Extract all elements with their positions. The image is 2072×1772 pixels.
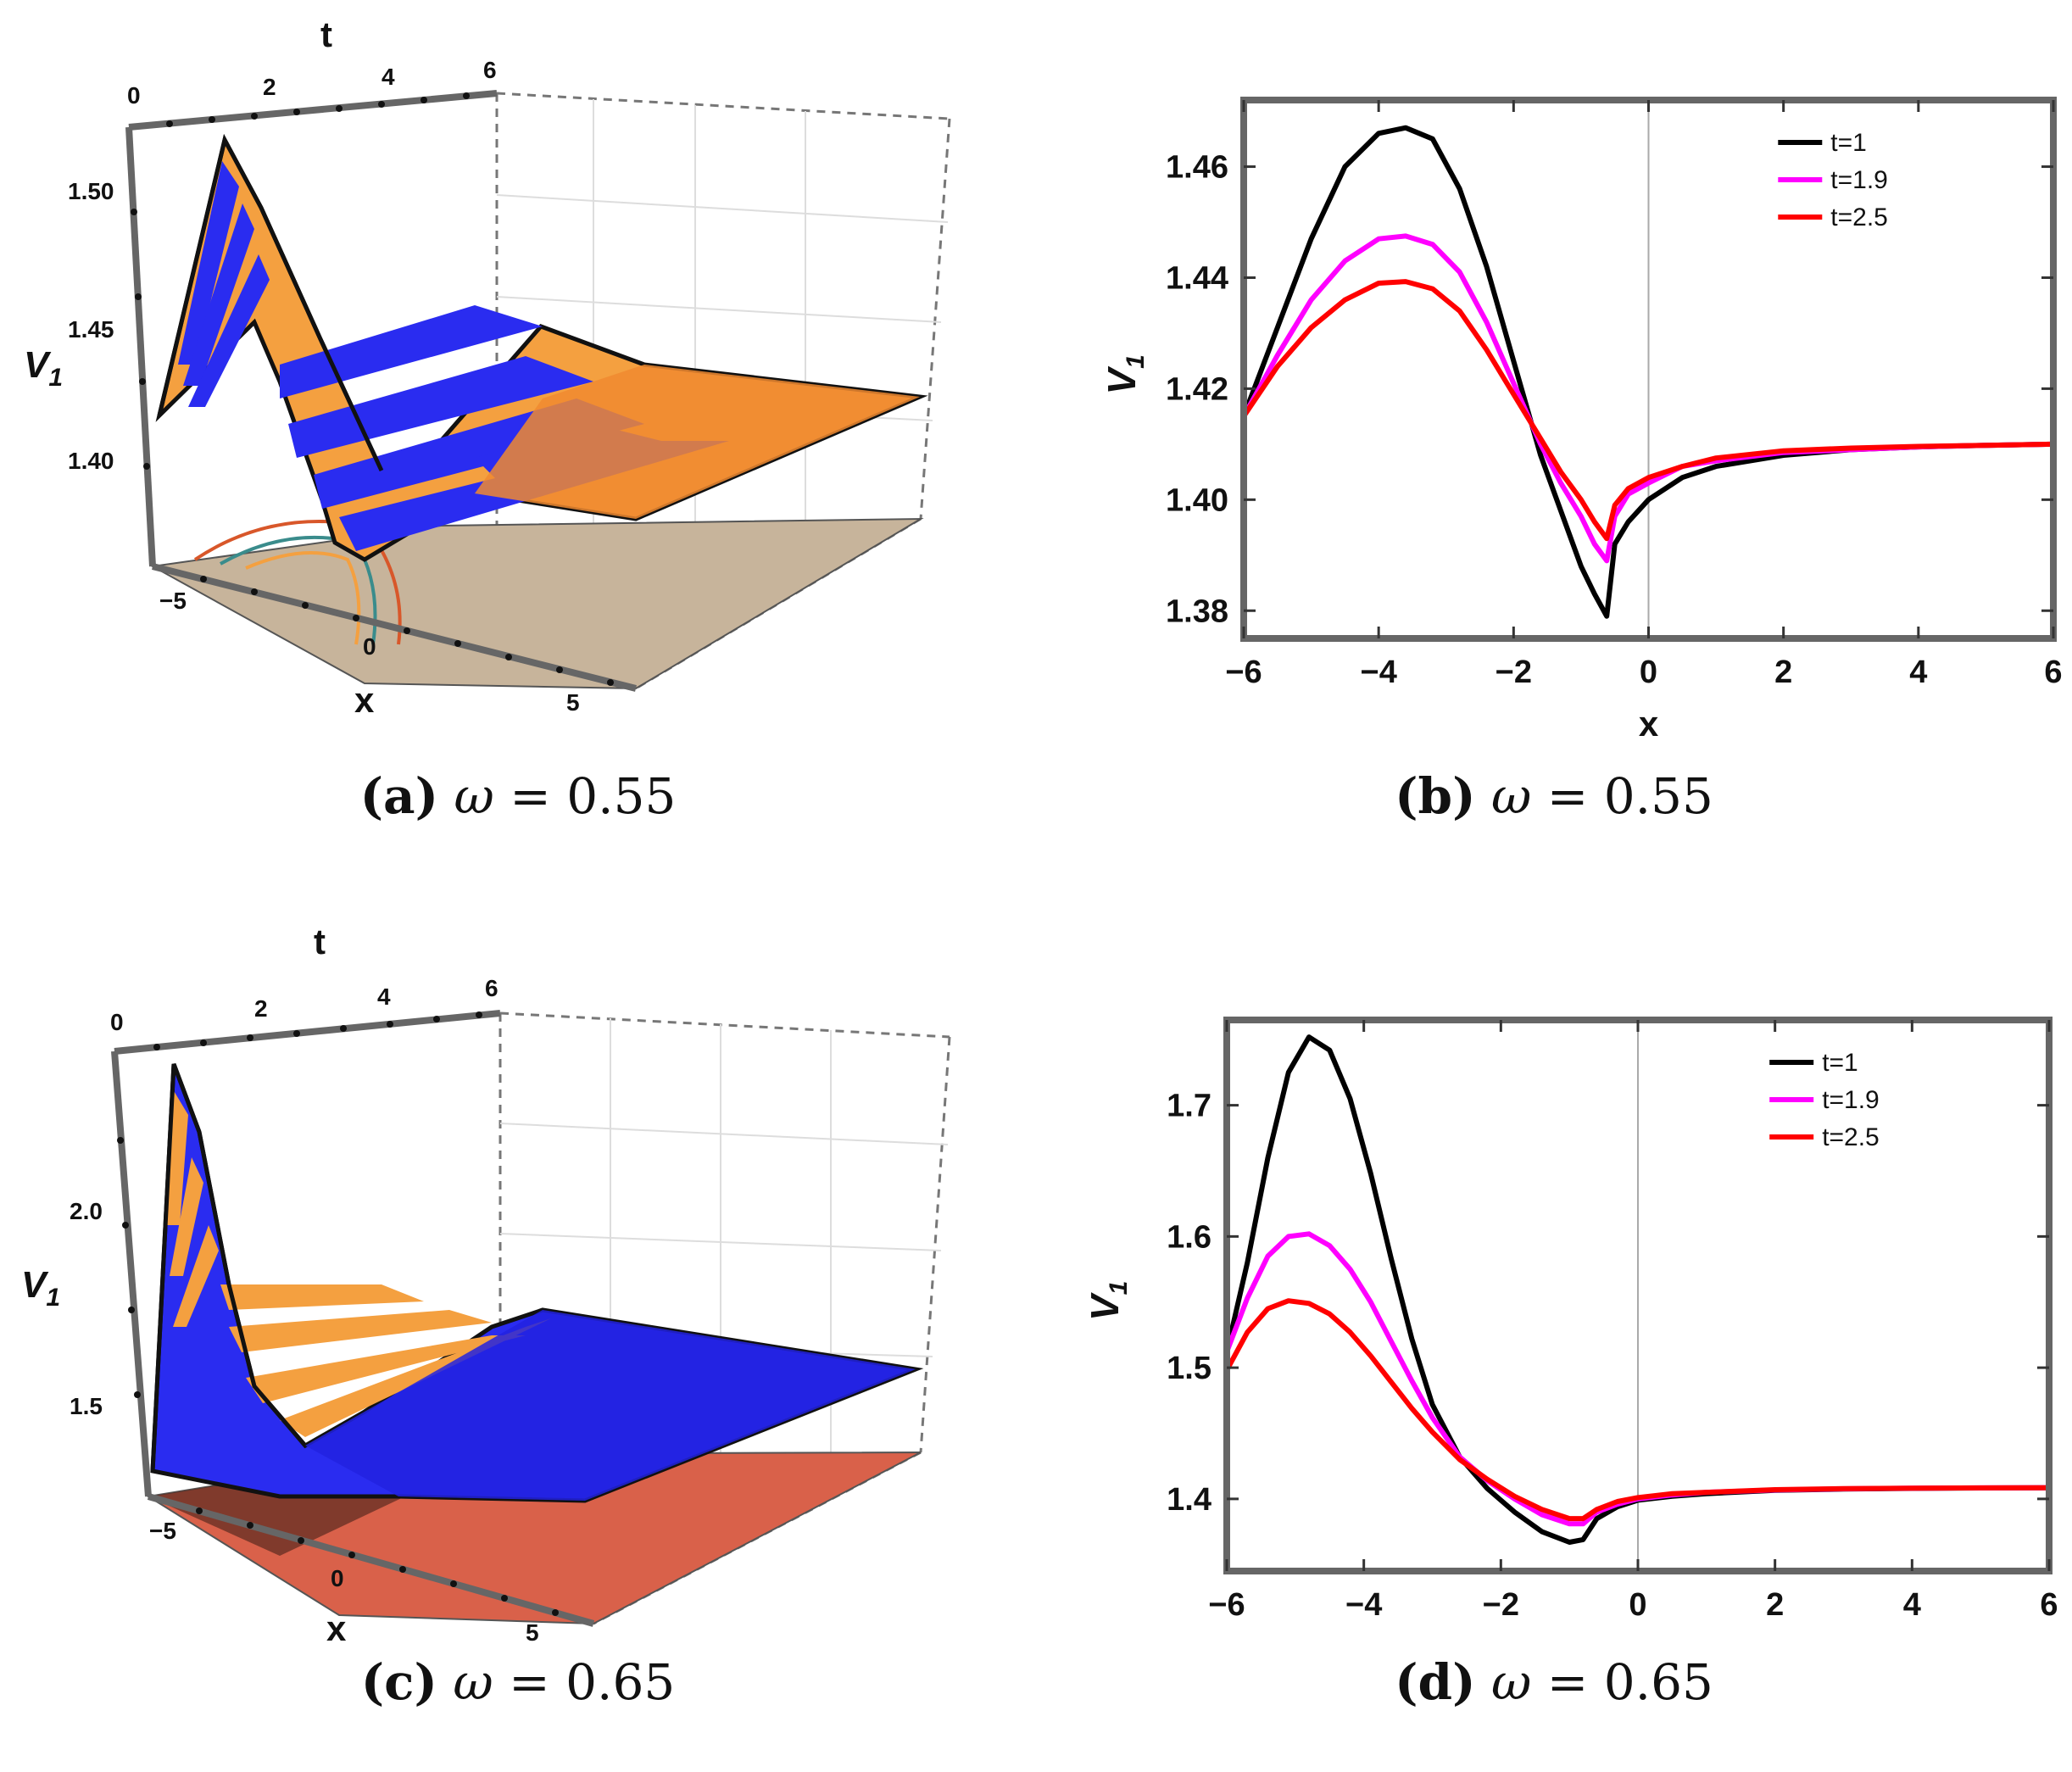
legend-label-d-2: t=2.5 (1822, 1123, 1880, 1151)
t-tick-a-1: 2 (263, 74, 276, 100)
x-tick-a-2: 5 (566, 689, 580, 716)
t-tick-a-3: 6 (483, 57, 497, 83)
panel-d: −6 −4 −2 0 2 4 6 1.4 1.5 1.6 1.7 x V1 t=1 t=1.9 t=2.5 (… (1036, 886, 2072, 1772)
y-tick-label-d-3: 1.7 (1167, 1089, 1211, 1124)
caption-a: (a) ω = 0.55 (359, 767, 677, 825)
z-axis-label-a: V1 (24, 344, 63, 392)
panel-b: −6 −4 −2 0 2 4 6 1.38 1.40 1.42 1.44 1.46 x V1 t=1 t=1.… (1036, 0, 2072, 886)
t-axis-label-a: t (320, 14, 332, 54)
x-tick-c-2: 5 (526, 1619, 539, 1646)
line-chart-d: −6 −4 −2 0 2 4 6 1.4 1.5 1.6 1.7 x V1 t=1 t=1.9 t=2.5 (1083, 1017, 2058, 1649)
x-tick-a-0: −5 (159, 588, 187, 614)
t-axis-label-c: t (314, 922, 326, 961)
surface-plot-a: 0 2 4 6 t 1.50 1.45 1.40 V1 −5 0 5 x (24, 14, 951, 720)
tick-marks-a (131, 92, 614, 686)
x-axis-label-a: x (354, 680, 375, 720)
t-tick-c-2: 4 (377, 984, 391, 1010)
y-tick-label-d-1: 1.5 (1167, 1351, 1211, 1386)
line-chart-b: −6 −4 −2 0 2 4 6 1.38 1.40 1.42 1.44 1.46 x V1 t=1 t=1.… (1100, 97, 2063, 744)
t-tick-c-1: 2 (254, 995, 268, 1022)
x-tick-label-d-5: 4 (1903, 1587, 1921, 1623)
y-tick-label-d-0: 1.4 (1167, 1482, 1211, 1518)
axis-frame-a (125, 90, 637, 692)
legend-label-b-0: t=1 (1830, 129, 1867, 157)
x-tick-label-b-4: 2 (1774, 655, 1792, 690)
x-axis-label-c: x (326, 1608, 347, 1648)
legend-label-d-0: t=1 (1822, 1049, 1858, 1077)
x-axis-label-b: x (1639, 704, 1659, 744)
surface-plot-c: 0 2 4 6 t 2.0 1.5 V1 −5 0 5 x (21, 922, 951, 1648)
x-tick-label-d-2: −2 (1483, 1587, 1519, 1623)
legend-label-d-1: t=1.9 (1822, 1086, 1880, 1114)
y-tick-label-b-4: 1.46 (1166, 150, 1228, 186)
series-line-b-2 (1241, 279, 2054, 542)
series-line-b-0 (1241, 125, 2054, 619)
z-tick-a-1: 1.45 (68, 316, 114, 343)
caption-b: (b) ω = 0.55 (1395, 767, 1713, 825)
z-tick-a-0: 1.50 (68, 178, 114, 204)
surface-c (150, 1063, 924, 1503)
t-tick-c-3: 6 (485, 975, 499, 1001)
x-tick-c-1: 0 (331, 1565, 344, 1591)
y-tick-label-b-3: 1.44 (1166, 260, 1228, 296)
z-tick-a-2: 1.40 (68, 448, 114, 474)
x-tick-label-b-1: −4 (1361, 655, 1397, 690)
y-tick-label-d-2: 1.6 (1167, 1219, 1211, 1255)
caption-d: (d) ω = 0.65 (1395, 1653, 1713, 1711)
series-line-d-2 (1224, 1298, 2050, 1522)
x-tick-a-1: 0 (363, 633, 376, 660)
panel-c: 0 2 4 6 t 2.0 1.5 V1 −5 0 5 x (c) ω = 0.… (0, 886, 1036, 1772)
z-tick-c-1: 1.5 (70, 1393, 103, 1419)
t-tick-a-2: 4 (382, 64, 395, 90)
t-tick-c-0: 0 (110, 1009, 124, 1035)
tick-marks-c (117, 1011, 559, 1616)
x-tick-label-d-6: 6 (2040, 1587, 2058, 1623)
x-tick-label-d-4: 2 (1766, 1587, 1784, 1623)
y-tick-label-b-1: 1.40 (1166, 482, 1228, 518)
x-tick-label-b-2: −2 (1496, 655, 1532, 690)
caption-c: (c) ω = 0.65 (360, 1653, 676, 1711)
legend-label-b-1: t=1.9 (1830, 166, 1888, 194)
panel-a: 0 2 4 6 t 1.50 1.45 1.40 V1 −5 0 5 x (a)… (0, 0, 1036, 886)
x-tick-c-0: −5 (149, 1518, 176, 1544)
x-tick-label-b-3: 0 (1640, 655, 1657, 690)
y-tick-label-b-0: 1.38 (1166, 593, 1228, 629)
z-axis-label-c: V1 (21, 1264, 60, 1312)
t-tick-a-0: 0 (127, 82, 141, 109)
x-tick-label-b-6: 6 (2044, 655, 2062, 690)
x-tick-label-d-0: −6 (1208, 1587, 1245, 1623)
z-tick-c-0: 2.0 (70, 1198, 103, 1224)
surface-a (155, 134, 928, 562)
x-tick-label-b-5: 4 (1909, 655, 1927, 690)
x-axis-label-d: x (1628, 1636, 1648, 1649)
x-tick-label-b-0: −6 (1225, 655, 1262, 690)
legend-label-b-2: t=2.5 (1830, 203, 1888, 231)
x-tick-label-d-1: −4 (1345, 1587, 1382, 1623)
x-tick-label-d-3: 0 (1629, 1587, 1646, 1623)
y-axis-label-b: V1 (1100, 354, 1150, 394)
y-tick-label-b-2: 1.42 (1166, 371, 1228, 407)
y-axis-label-d: V1 (1083, 1281, 1133, 1321)
